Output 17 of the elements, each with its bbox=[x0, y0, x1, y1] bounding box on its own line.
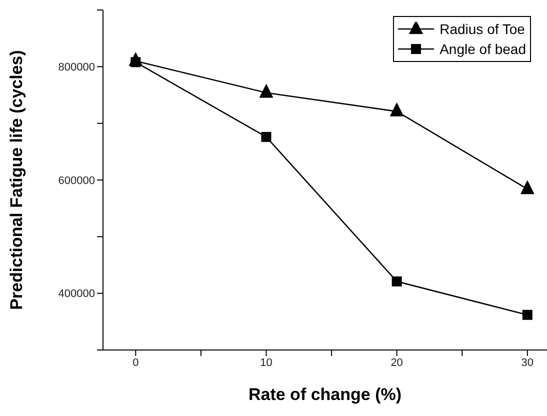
x-tick-label: 0 bbox=[132, 356, 139, 369]
point bbox=[390, 102, 404, 116]
x-axis-title: Rate of change (%) bbox=[248, 385, 402, 404]
point bbox=[259, 84, 274, 98]
x-tick-label: 30 bbox=[521, 356, 534, 369]
y-tick-label: 400000 bbox=[58, 288, 95, 300]
x-tick-label: 20 bbox=[390, 356, 403, 369]
point bbox=[522, 310, 532, 320]
point bbox=[520, 180, 534, 194]
point bbox=[392, 276, 402, 286]
x-tick-label: 10 bbox=[260, 356, 272, 369]
legend-label: Angle of bead bbox=[440, 40, 526, 59]
y-tick-label: 600000 bbox=[58, 174, 95, 187]
point bbox=[261, 132, 272, 142]
y-tick-label: 800000 bbox=[58, 62, 95, 74]
legend-label: Radius of Toe bbox=[440, 20, 525, 39]
y-axis-title: Predictional Fatigue life (cycles) bbox=[7, 50, 26, 310]
